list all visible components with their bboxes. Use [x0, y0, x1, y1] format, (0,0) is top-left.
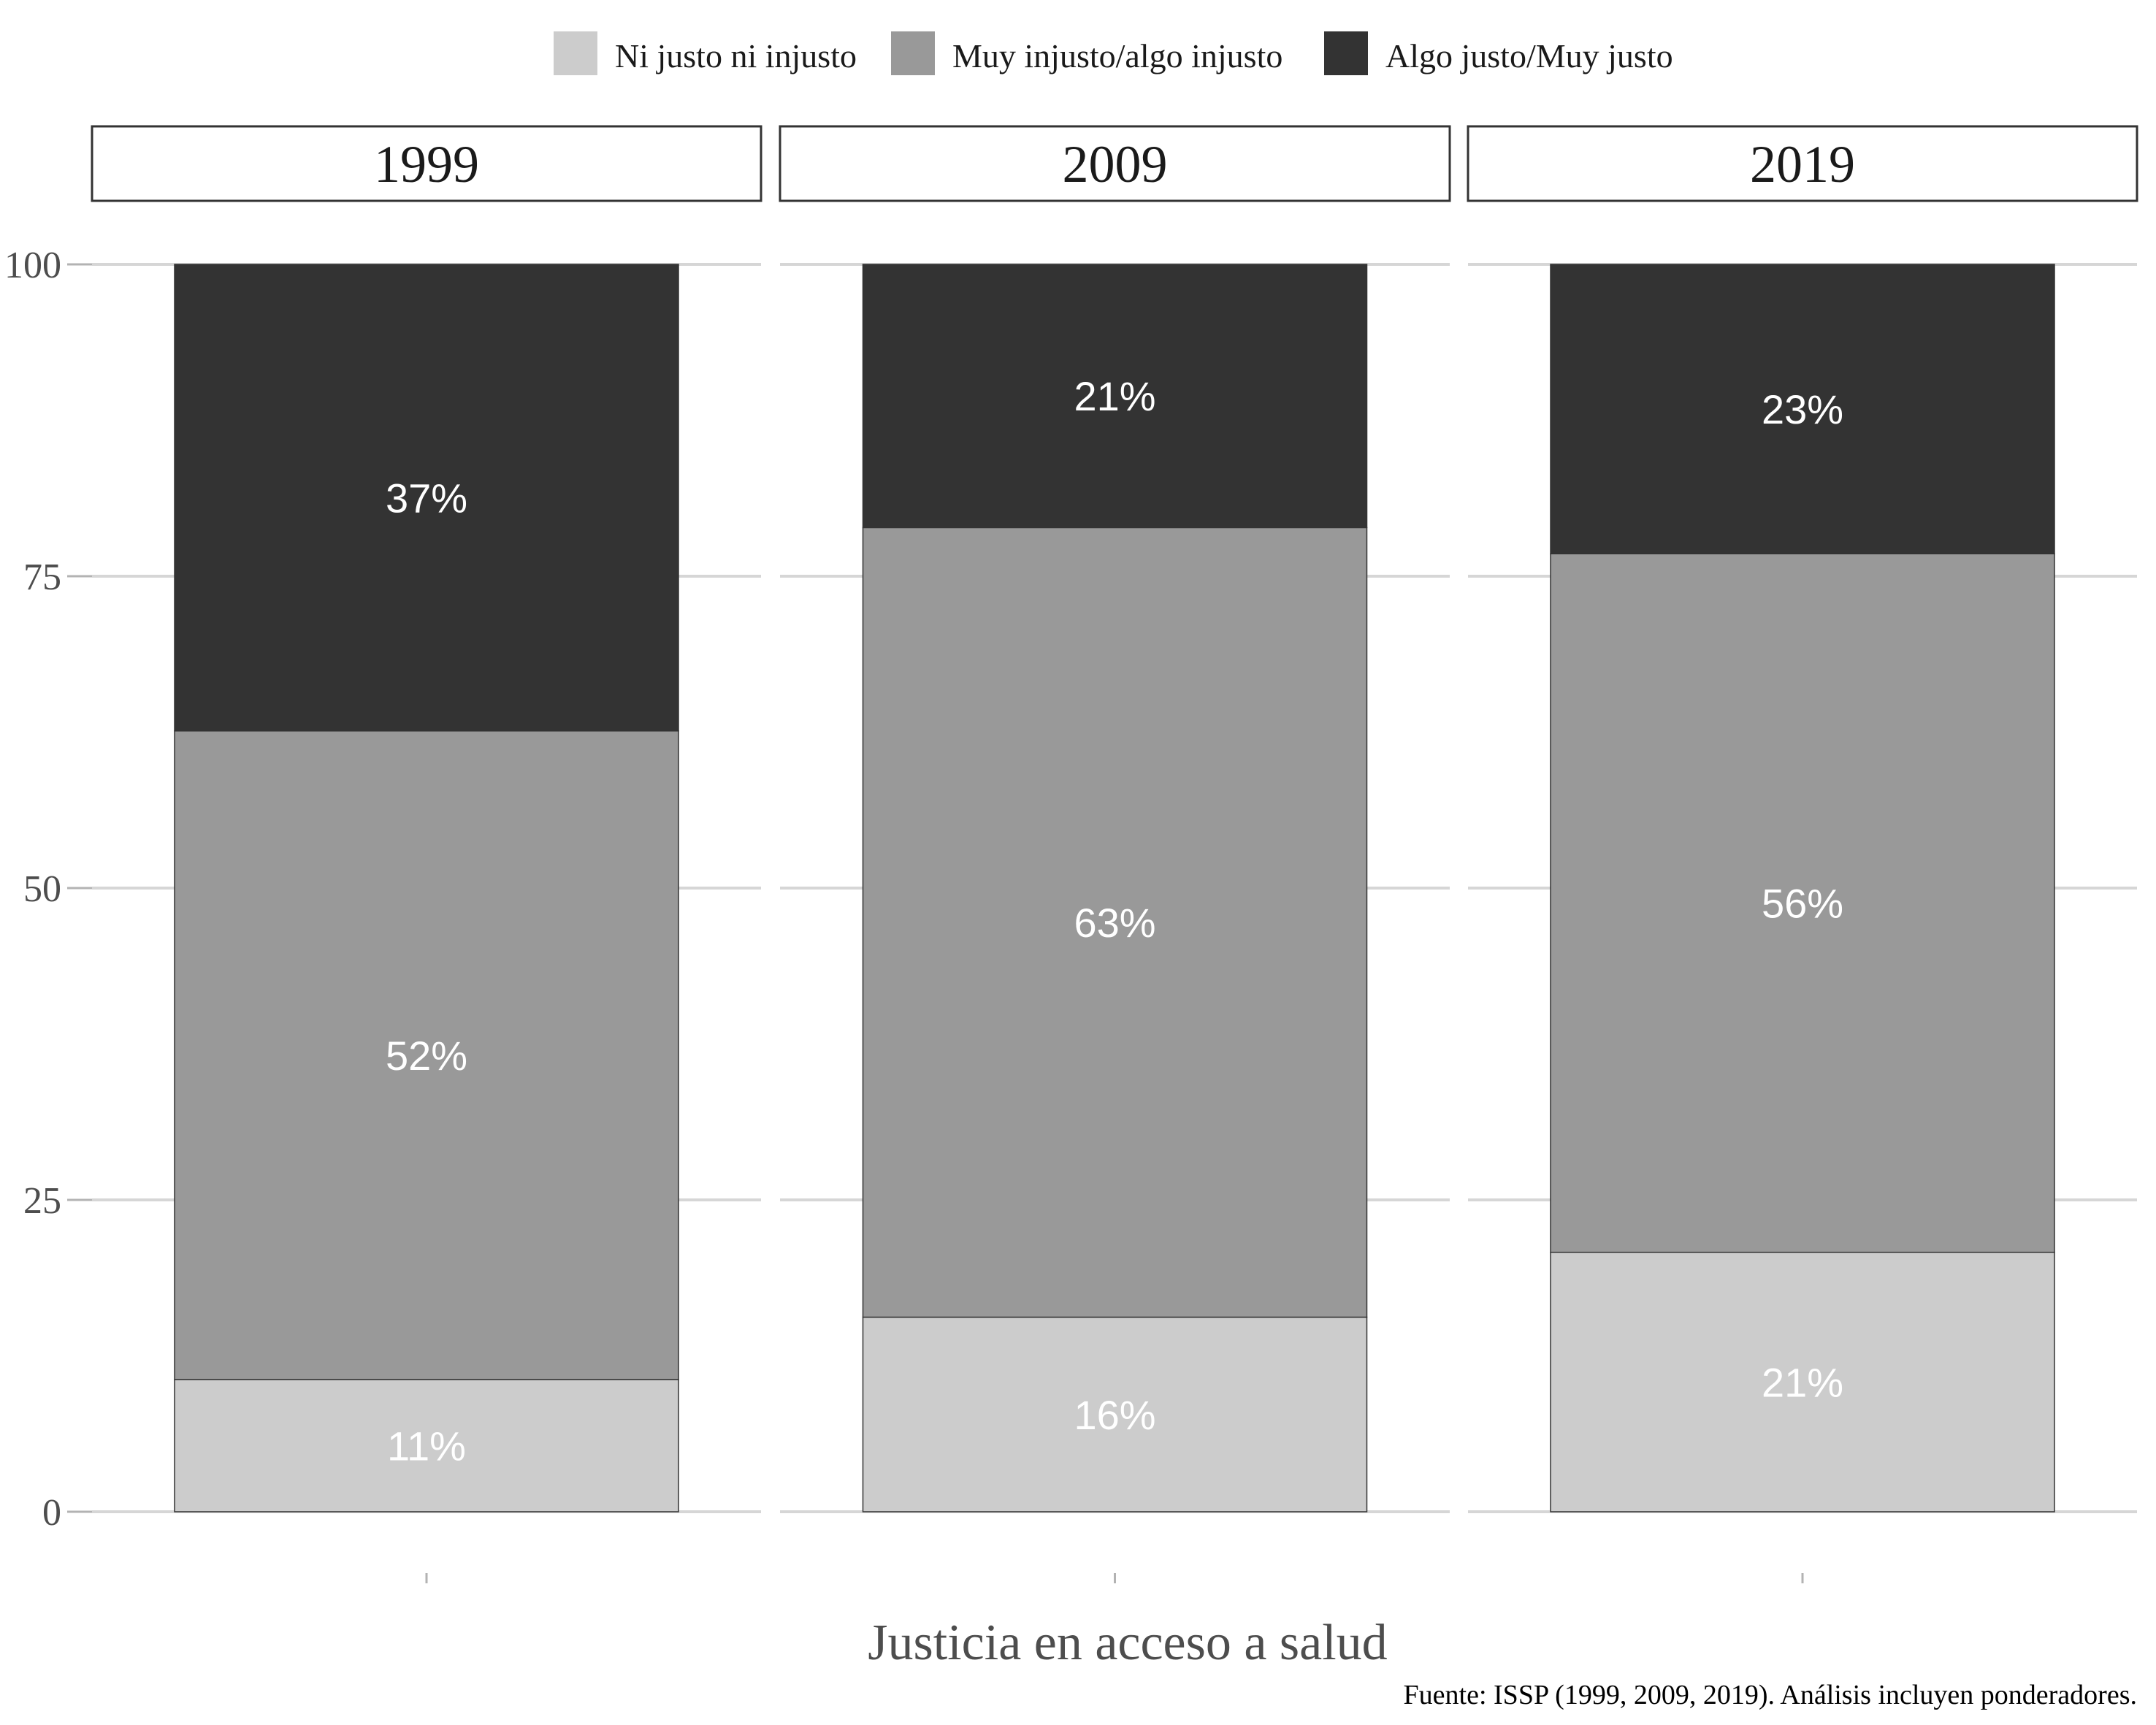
y-tick-label: 50 — [23, 868, 61, 910]
bar-data-label: 63% — [1074, 900, 1155, 946]
bar-segment — [1550, 264, 2055, 555]
bar-data-label: 56% — [1762, 880, 1843, 926]
bar-segment — [174, 730, 679, 1380]
x-axis-title: Justicia en acceso a salud — [868, 1615, 1387, 1671]
bar-data-label: 37% — [386, 475, 467, 521]
bar-segment — [1550, 553, 2055, 1253]
y-tick-label: 100 — [4, 245, 61, 286]
facet-strip — [91, 125, 762, 202]
facet-panel-2019: 2019 21% 56% 23% — [1467, 125, 2138, 1583]
legend: Ni justo ni injusto Muy injusto/algo inju… — [554, 31, 1673, 75]
facet-strip-label: 1999 — [374, 135, 479, 194]
facet-panel-2009: 2009 16% 63% 21% — [779, 125, 1451, 1583]
legend-label-3: Algo justo/Muy justo — [1385, 37, 1673, 74]
bar-segment — [174, 264, 679, 732]
facet-panels: 0255075100199911%52%37%200916%63%21%2019… — [4, 125, 2138, 1583]
legend-key-1 — [554, 31, 597, 75]
bar-segment — [1550, 1251, 2055, 1512]
y-tick-label: 75 — [23, 556, 61, 598]
bar-data-label: 23% — [1762, 386, 1843, 432]
bar-data-label: 16% — [1074, 1392, 1155, 1438]
bar-data-label: 11% — [387, 1423, 466, 1469]
bar-data-label: 21% — [1074, 373, 1155, 419]
facet-strip — [1467, 125, 2138, 202]
y-tick-label: 25 — [23, 1180, 61, 1222]
legend-label-2: Muy injusto/algo injusto — [952, 37, 1282, 74]
source-caption: Fuente: ISSP (1999, 2009, 2019). Análisi… — [1404, 1680, 2137, 1710]
facet-strip-label: 2019 — [1750, 135, 1855, 194]
facet-panel-1999: 1999 11% 52% 37% — [91, 125, 762, 1583]
bar-segment — [862, 264, 1368, 529]
legend-key-2 — [891, 31, 935, 75]
bar-data-label: 21% — [1762, 1359, 1843, 1405]
bar-data-label: 52% — [386, 1033, 467, 1079]
legend-label-1: Ni justo ni injusto — [615, 37, 857, 74]
facet-strip-label: 2009 — [1063, 135, 1168, 194]
y-tick-label: 0 — [42, 1492, 61, 1534]
facet-strip — [779, 125, 1451, 202]
bar-segment — [862, 1316, 1368, 1512]
legend-key-3 — [1324, 31, 1368, 75]
bar-segment — [174, 1379, 679, 1512]
bar-segment — [862, 527, 1368, 1318]
